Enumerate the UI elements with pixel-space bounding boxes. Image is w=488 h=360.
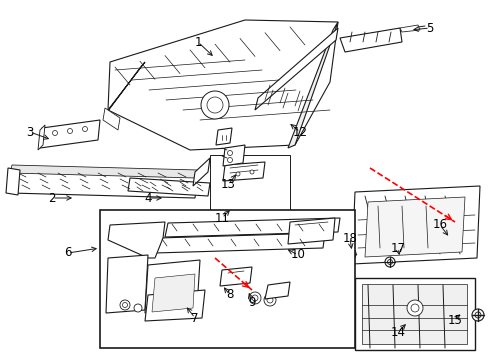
- Polygon shape: [339, 28, 401, 52]
- Polygon shape: [164, 218, 339, 237]
- Circle shape: [343, 248, 355, 260]
- Circle shape: [201, 91, 228, 119]
- Circle shape: [249, 170, 253, 174]
- Circle shape: [410, 304, 418, 312]
- Circle shape: [251, 295, 258, 301]
- Polygon shape: [287, 218, 334, 244]
- Text: 8: 8: [226, 288, 233, 302]
- Text: 2: 2: [48, 192, 56, 204]
- Bar: [361, 284, 466, 344]
- Bar: [209, 155, 289, 220]
- Circle shape: [122, 302, 127, 307]
- Polygon shape: [108, 20, 337, 150]
- Circle shape: [227, 158, 232, 162]
- Circle shape: [474, 312, 480, 318]
- Circle shape: [82, 126, 87, 131]
- Text: 16: 16: [431, 219, 447, 231]
- Circle shape: [206, 97, 223, 113]
- Polygon shape: [264, 282, 289, 299]
- Polygon shape: [10, 170, 198, 198]
- Circle shape: [266, 297, 272, 303]
- Circle shape: [227, 150, 232, 156]
- Polygon shape: [287, 22, 337, 148]
- Circle shape: [120, 300, 130, 310]
- Circle shape: [52, 130, 58, 135]
- Bar: [100, 210, 354, 348]
- Text: 4: 4: [144, 192, 151, 204]
- Circle shape: [264, 294, 275, 306]
- Circle shape: [346, 251, 352, 257]
- Text: 5: 5: [426, 22, 433, 35]
- Text: 6: 6: [64, 247, 72, 260]
- Text: 3: 3: [26, 126, 34, 139]
- Polygon shape: [145, 260, 200, 313]
- Circle shape: [248, 292, 261, 304]
- Text: 11: 11: [214, 211, 229, 225]
- Text: 12: 12: [292, 126, 307, 139]
- Polygon shape: [108, 222, 164, 258]
- Polygon shape: [223, 145, 244, 166]
- Polygon shape: [193, 158, 209, 186]
- Polygon shape: [364, 197, 464, 257]
- Circle shape: [134, 304, 142, 312]
- Polygon shape: [223, 162, 264, 181]
- Circle shape: [236, 172, 240, 176]
- Circle shape: [471, 309, 483, 321]
- Text: 1: 1: [194, 36, 202, 49]
- Text: 13: 13: [220, 179, 235, 192]
- Polygon shape: [103, 108, 120, 130]
- Polygon shape: [254, 28, 337, 110]
- Text: 15: 15: [447, 314, 462, 327]
- Polygon shape: [155, 233, 325, 253]
- Text: 18: 18: [342, 231, 357, 244]
- Circle shape: [67, 129, 72, 134]
- Polygon shape: [6, 168, 20, 195]
- Polygon shape: [399, 25, 419, 32]
- Polygon shape: [145, 290, 204, 321]
- Polygon shape: [10, 165, 198, 178]
- Polygon shape: [220, 267, 251, 286]
- Circle shape: [386, 260, 392, 265]
- Text: 7: 7: [191, 311, 198, 324]
- Text: 17: 17: [390, 242, 405, 255]
- Circle shape: [384, 257, 394, 267]
- Text: 9: 9: [248, 296, 255, 309]
- Circle shape: [406, 300, 422, 316]
- Polygon shape: [106, 255, 148, 313]
- Polygon shape: [152, 274, 195, 312]
- Text: 14: 14: [390, 325, 405, 338]
- Polygon shape: [38, 125, 45, 150]
- Polygon shape: [40, 120, 100, 148]
- Bar: [354, 278, 474, 350]
- Polygon shape: [128, 178, 209, 196]
- Text: 10: 10: [290, 248, 305, 261]
- Polygon shape: [105, 62, 145, 115]
- Polygon shape: [216, 128, 231, 145]
- Polygon shape: [351, 186, 479, 264]
